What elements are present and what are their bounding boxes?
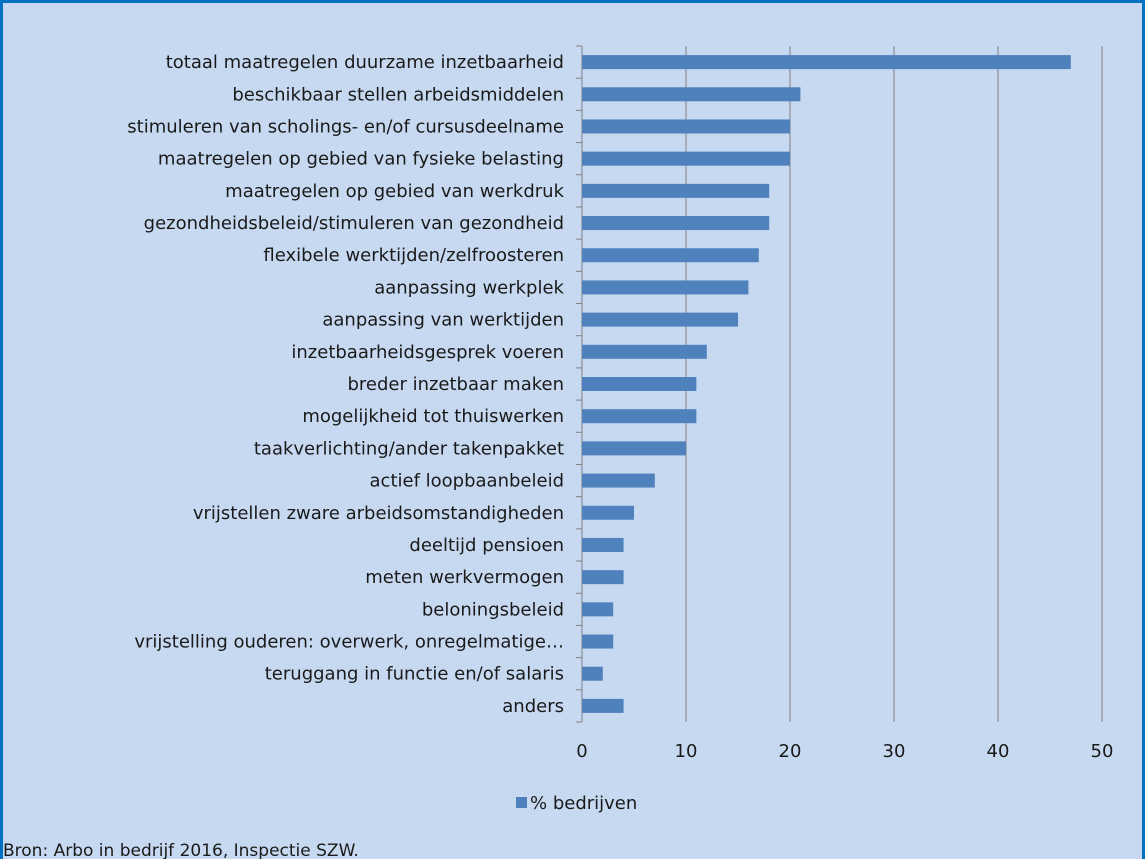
legend-label: % bedrijven bbox=[530, 793, 637, 814]
bar bbox=[582, 312, 738, 327]
category-label: vrijstelling ouderen: overwerk, onregelm… bbox=[134, 632, 564, 653]
bar bbox=[582, 505, 634, 520]
category-label: taakverlichting/ander takenpakket bbox=[254, 438, 564, 459]
category-label: vrijstellen zware arbeidsomstandigheden bbox=[193, 503, 564, 524]
category-label: aanpassing van werktijden bbox=[322, 310, 564, 331]
category-label: totaal maatregelen duurzame inzetbaarhei… bbox=[166, 52, 564, 73]
bar bbox=[582, 377, 697, 391]
category-label: meten werkvermogen bbox=[365, 567, 564, 588]
bar bbox=[582, 473, 655, 488]
category-label: gezondheidsbeleid/stimuleren van gezondh… bbox=[144, 213, 564, 234]
bar bbox=[582, 151, 790, 166]
bar bbox=[582, 216, 770, 231]
category-label: maatregelen op gebied van fysieke belast… bbox=[158, 149, 564, 170]
bar bbox=[582, 441, 686, 456]
bar bbox=[582, 344, 707, 359]
legend: % bedrijven bbox=[516, 793, 637, 814]
category-label: aanpassing werkplek bbox=[374, 277, 564, 298]
bar bbox=[582, 87, 801, 102]
x-tick-label: 50 bbox=[1091, 741, 1114, 762]
category-label: anders bbox=[502, 696, 564, 717]
x-tick-label: 40 bbox=[987, 741, 1010, 762]
bar bbox=[582, 409, 697, 424]
category-label: deeltijd pensioen bbox=[409, 535, 564, 556]
legend-swatch bbox=[516, 797, 527, 808]
bar bbox=[582, 698, 624, 713]
category-label: flexibele werktijden/zelfroosteren bbox=[263, 245, 564, 266]
bar bbox=[582, 537, 624, 552]
x-tick-label: 30 bbox=[883, 741, 906, 762]
category-label: teruggang in functie en/of salaris bbox=[265, 664, 564, 685]
bar bbox=[582, 570, 624, 585]
category-label: beloningsbeleid bbox=[422, 599, 564, 620]
category-label: inzetbaarheidsgesprek voeren bbox=[291, 342, 564, 363]
category-label: beschikbaar stellen arbeidsmiddelen bbox=[232, 84, 564, 105]
bar bbox=[582, 602, 614, 617]
x-tick-label: 10 bbox=[675, 741, 698, 762]
x-tick-label: 0 bbox=[576, 741, 587, 762]
category-label: mogelijkheid tot thuiswerken bbox=[302, 406, 564, 427]
bar bbox=[582, 248, 759, 263]
source-note: Bron: Arbo in bedrijf 2016, Inspectie SZ… bbox=[3, 841, 359, 859]
bar bbox=[582, 119, 790, 134]
bar-chart: totaal maatregelen duurzame inzetbaarhei… bbox=[127, 45, 1114, 814]
category-label: breder inzetbaar maken bbox=[347, 374, 564, 395]
bar bbox=[582, 666, 603, 681]
bar bbox=[582, 634, 614, 649]
bar bbox=[582, 55, 1071, 70]
bar bbox=[582, 183, 770, 198]
x-tick-label: 20 bbox=[779, 741, 802, 762]
category-label: stimuleren van scholings- en/of cursusde… bbox=[127, 116, 564, 137]
bar bbox=[582, 280, 749, 295]
category-label: maatregelen op gebied van werkdruk bbox=[225, 181, 564, 202]
category-label: actief loopbaanbeleid bbox=[370, 471, 564, 492]
